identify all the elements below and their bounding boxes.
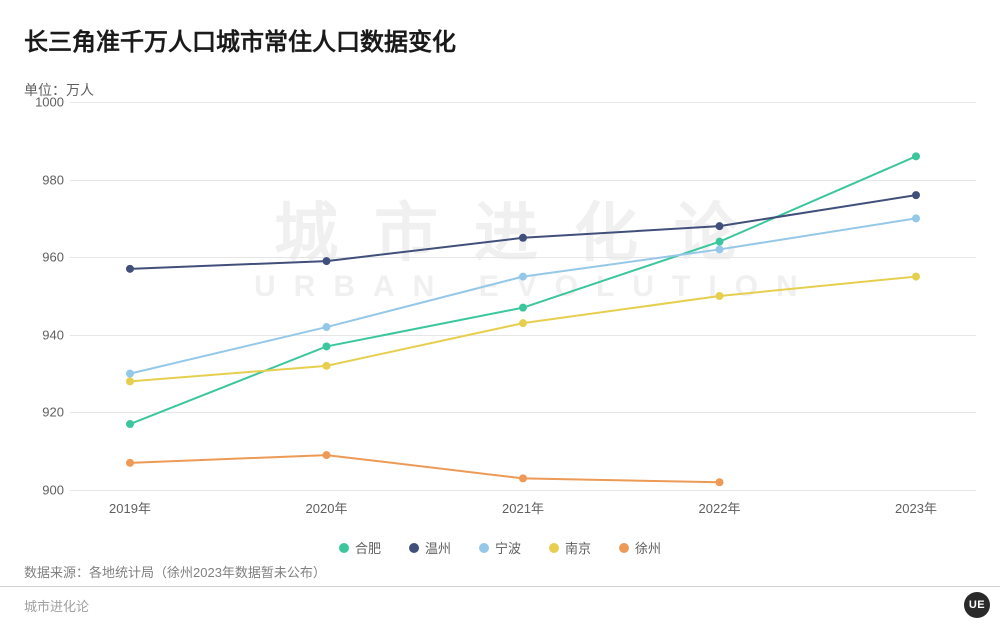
legend-label: 宁波 [495,538,521,557]
line-series-svg [70,102,976,490]
data-point-marker [912,273,920,281]
data-point-marker [126,370,134,378]
data-point-marker [912,214,920,222]
legend-item: 宁波 [479,538,521,557]
data-point-marker [126,420,134,428]
legend-item: 南京 [549,538,591,557]
series-line [130,277,916,382]
y-tick-label: 920 [24,405,64,420]
data-point-marker [519,273,527,281]
plot-region [70,102,976,490]
footer-logo-icon: UE [964,592,990,618]
y-tick-label: 900 [24,483,64,498]
x-tick-label: 2023年 [895,498,937,517]
series-line [130,156,916,424]
legend-dot-icon [549,543,559,553]
gridline [70,490,976,491]
data-point-marker [912,152,920,160]
series-line [130,455,720,482]
data-point-marker [716,292,724,300]
data-point-marker [519,234,527,242]
data-point-marker [716,245,724,253]
legend-label: 温州 [425,538,451,557]
legend-label: 徐州 [635,538,661,557]
footer-divider [0,586,1000,587]
legend-dot-icon [339,543,349,553]
data-point-marker [323,342,331,350]
series-line [130,195,916,269]
data-point-marker [519,319,527,327]
y-tick-label: 960 [24,250,64,265]
legend: 合肥 温州 宁波 南京 徐州 [24,538,976,557]
data-point-marker [716,478,724,486]
x-tick-label: 2020年 [306,498,348,517]
chart-title: 长三角准千万人口城市常住人口数据变化 [24,22,456,57]
x-tick-label: 2019年 [109,498,151,517]
data-point-marker [519,304,527,312]
data-point-marker [912,191,920,199]
y-tick-label: 980 [24,172,64,187]
legend-dot-icon [619,543,629,553]
y-tick-label: 1000 [24,95,64,110]
data-point-marker [126,377,134,385]
x-tick-label: 2022年 [699,498,741,517]
data-point-marker [519,474,527,482]
footer-text: 城市进化论 [24,596,89,615]
legend-label: 南京 [565,538,591,557]
y-tick-label: 940 [24,327,64,342]
data-point-marker [323,257,331,265]
legend-item: 温州 [409,538,451,557]
data-point-marker [323,362,331,370]
legend-dot-icon [409,543,419,553]
data-point-marker [716,222,724,230]
legend-dot-icon [479,543,489,553]
x-tick-label: 2021年 [502,498,544,517]
legend-label: 合肥 [355,538,381,557]
data-point-marker [323,323,331,331]
data-point-marker [716,238,724,246]
data-source: 数据来源：各地统计局（徐州2023年数据暂未公布） [24,562,326,581]
data-point-marker [126,265,134,273]
legend-item: 徐州 [619,538,661,557]
chart-area: 城市进化论 URBAN EVOLUTION 900920940960980100… [24,102,976,510]
data-point-marker [126,459,134,467]
data-point-marker [323,451,331,459]
legend-item: 合肥 [339,538,381,557]
